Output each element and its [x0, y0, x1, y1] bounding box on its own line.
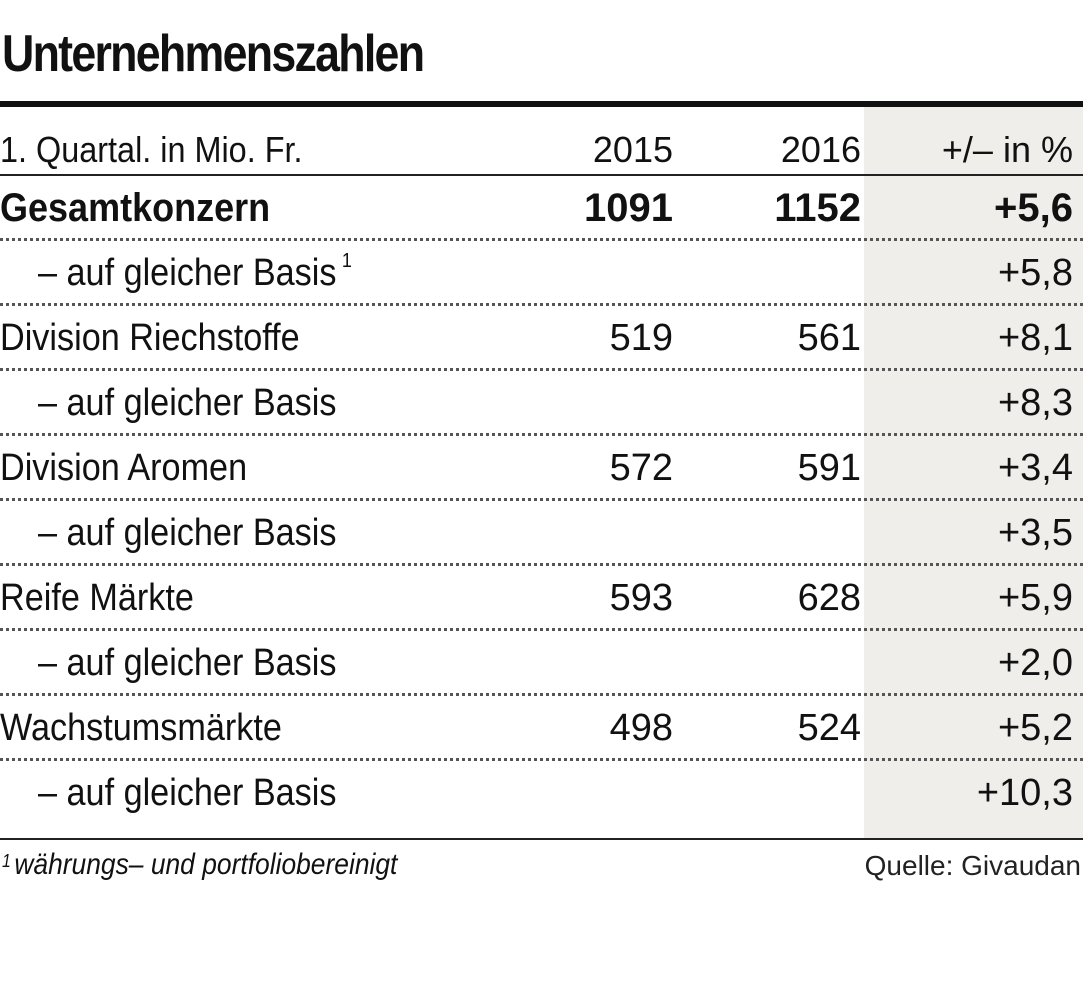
row-label: Gesamtkonzern [0, 176, 270, 241]
table-row: Gesamtkonzern 1091 1152 +5,6 [0, 176, 1083, 241]
row-label-text: Gesamtkonzern [0, 186, 270, 230]
row-label: – auf gleicher Basis [38, 761, 336, 826]
row-label: – auf gleicher Basis [38, 631, 336, 696]
table-row: Division Aromen 572 591 +3,4 [0, 436, 1083, 501]
cell-delta: +8,3 [998, 371, 1073, 436]
footnote: 1 währungs– und portfoliobereinigt [2, 848, 397, 882]
row-label: Reife Märkte [0, 566, 194, 631]
cell-delta: +8,1 [998, 306, 1073, 371]
source-credit: Quelle: Givaudan [865, 850, 1081, 882]
row-footnote-mark: 1 [342, 250, 352, 272]
cell-delta: +5,6 [994, 176, 1073, 241]
cell-delta: +3,4 [998, 436, 1073, 501]
cell-2016: 1152 [774, 176, 861, 241]
row-label: – auf gleicher Basis 1 [38, 241, 352, 306]
table-row: – auf gleicher Basis +3,5 [0, 501, 1083, 566]
table-row: – auf gleicher Basis +8,3 [0, 371, 1083, 436]
cell-delta: +10,3 [977, 761, 1073, 826]
header-row: 1. Quartal. in Mio. Fr. 2015 2016 +/– in… [0, 117, 1083, 182]
row-label: Division Riechstoffe [0, 306, 300, 371]
cell-delta: +3,5 [998, 501, 1073, 566]
cell-delta: +5,8 [998, 241, 1073, 306]
cell-2015: 498 [610, 696, 673, 761]
table-row: Reife Märkte 593 628 +5,9 [0, 566, 1083, 631]
row-label: Division Aromen [0, 436, 247, 501]
row-label: – auf gleicher Basis [38, 371, 336, 436]
cell-2015: 519 [610, 306, 673, 371]
cell-delta: +5,2 [998, 696, 1073, 761]
table-row: – auf gleicher Basis +2,0 [0, 631, 1083, 696]
header-2015: 2015 [593, 117, 673, 182]
row-label-text: – auf gleicher Basis [38, 512, 336, 554]
cell-2016: 561 [798, 306, 861, 371]
footnote-mark: 1 [2, 851, 11, 871]
header-label: 1. Quartal. in Mio. Fr. [0, 117, 303, 182]
cell-2016: 524 [798, 696, 861, 761]
cell-2015: 1091 [584, 176, 673, 241]
table-row: – auf gleicher Basis +10,3 [0, 761, 1083, 826]
row-label-text: Division Aromen [0, 447, 247, 489]
row-label-text: Division Riechstoffe [0, 317, 300, 359]
table-row: – auf gleicher Basis 1 +5,8 [0, 241, 1083, 306]
row-label: Wachstumsmärkte [0, 696, 282, 761]
table-row: Wachstumsmärkte 498 524 +5,2 [0, 696, 1083, 761]
table-row: Division Riechstoffe 519 561 +8,1 [0, 306, 1083, 371]
row-label-text: – auf gleicher Basis [38, 252, 336, 294]
row-label-text: Wachstumsmärkte [0, 707, 282, 749]
footnote-text: währungs– und portfoliobereinigt [14, 848, 397, 881]
row-label-text: – auf gleicher Basis [38, 382, 336, 424]
cell-2015: 572 [610, 436, 673, 501]
cell-delta: +2,0 [998, 631, 1073, 696]
table-title: Unternehmenszahlen [2, 22, 423, 86]
row-label-text: – auf gleicher Basis [38, 772, 336, 814]
header-2016: 2016 [781, 117, 861, 182]
cell-2016: 628 [798, 566, 861, 631]
header-delta: +/– in % [942, 117, 1073, 182]
row-label: – auf gleicher Basis [38, 501, 336, 566]
bottom-rule [0, 838, 1083, 840]
cell-delta: +5,9 [998, 566, 1073, 631]
row-label-text: Reife Märkte [0, 577, 194, 619]
row-label-text: – auf gleicher Basis [38, 642, 336, 684]
cell-2016: 591 [798, 436, 861, 501]
cell-2015: 593 [610, 566, 673, 631]
